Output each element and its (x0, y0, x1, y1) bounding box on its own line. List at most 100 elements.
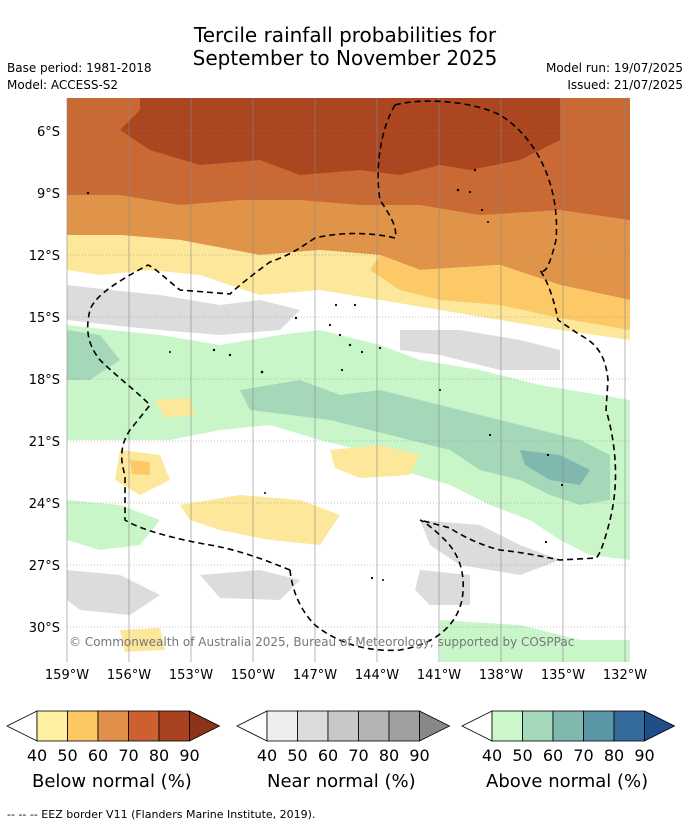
lat-label: 15°S (29, 311, 60, 326)
lon-label: 159°W (45, 668, 89, 683)
legend-near-swatch (388, 710, 420, 742)
lat-label: 24°S (29, 497, 60, 512)
legend-below-normal: 40 50 60 70 80 90 (6, 710, 221, 765)
probability-fill (67, 98, 630, 662)
legend-near-tick-label: 90 (409, 746, 429, 765)
model-name: Model: ACCESS-S2 (7, 78, 119, 92)
base-period: Base period: 1981-2018 (7, 61, 152, 75)
legend-below-label: Below normal (%) (32, 771, 192, 792)
legend-below-swatch (67, 710, 99, 742)
legend-below-swatch (97, 710, 129, 742)
legend-near-tick-label: 40 (257, 746, 277, 765)
meridians (66, 98, 626, 662)
below-normal-patch-north-west (155, 398, 195, 418)
legend-above-tick-label: 90 (634, 746, 654, 765)
lat-label: 21°S (29, 435, 60, 450)
above-normal-region-southwest (67, 500, 160, 550)
legend-near-tick-label: 80 (379, 746, 399, 765)
eez-border (86, 100, 617, 652)
longitude-labels: 159°W 156°W 153°W 150°W 147°W 144°W 141°… (45, 668, 647, 683)
legend-below-tick-label: 70 (118, 746, 138, 765)
near-normal-region-east (400, 330, 560, 370)
legend-below-tick-label: 50 (57, 746, 77, 765)
island-markers (86, 168, 564, 581)
above-normal-40-region (67, 325, 630, 560)
legend-below-swatch (128, 710, 160, 742)
legend-above-swatch (583, 710, 615, 742)
below-normal-patch-west-center (130, 460, 150, 475)
eez-footnote: -- -- -- EEZ border V11 (Flanders Marine… (7, 808, 316, 821)
above-normal-50-region (67, 330, 610, 505)
eez-border-north (394, 100, 617, 561)
below-normal-80-region (120, 98, 560, 175)
legend-near-normal: 40 50 60 70 80 90 (236, 710, 451, 765)
lat-label: 30°S (29, 621, 60, 636)
legend-above-tick-label: 50 (512, 746, 532, 765)
legend-near-swatch (266, 710, 298, 742)
lat-label: 27°S (29, 559, 60, 574)
below-normal-50-band (370, 255, 630, 330)
legend-above-label: Above normal (%) (486, 771, 649, 792)
below-normal-patch-south (180, 495, 340, 545)
meta-right: Model run: 19/07/2025 Issued: 21/07/2025 (546, 60, 683, 94)
legend-above-tick-label: 60 (543, 746, 563, 765)
near-normal-region-southwest (67, 570, 160, 615)
legend-above-swatch (491, 710, 523, 742)
chart-title: Tercile rainfall probabilities for Septe… (0, 24, 690, 70)
legend-below-swatch (158, 710, 190, 742)
gridlines (67, 130, 630, 628)
above-normal-region-southeast (440, 620, 630, 662)
lon-label: 138°W (479, 668, 523, 683)
legend-near-tick-label: 50 (287, 746, 307, 765)
below-normal-patch-bottom (120, 628, 165, 652)
lon-label: 144°W (355, 668, 399, 683)
legend-above-swatch (613, 710, 645, 742)
lon-label: 150°W (231, 668, 275, 683)
near-normal-region-south (415, 570, 470, 605)
lon-label: 132°W (603, 668, 647, 683)
legend-near-tick-label: 60 (318, 746, 338, 765)
legend-near-tick-label: 70 (348, 746, 368, 765)
legend-below-low-extend (6, 710, 38, 742)
legend-above-swatch (522, 710, 554, 742)
legend-above-low-extend (461, 710, 493, 742)
legend-above-high-extend (644, 710, 676, 742)
legend-below-swatch (36, 710, 68, 742)
legend-below-tick-label: 60 (88, 746, 108, 765)
lon-label: 153°W (169, 668, 213, 683)
legend-above-normal: 40 50 60 70 80 90 (461, 710, 676, 765)
legend-below-tick-label: 40 (27, 746, 47, 765)
legend-below-high-extend (189, 710, 221, 742)
legend-near-label: Near normal (%) (267, 771, 416, 792)
legend-above-tick-label: 80 (604, 746, 624, 765)
below-normal-patch-central (330, 445, 420, 478)
title-line-1: Tercile rainfall probabilities for (193, 23, 497, 47)
lon-label: 135°W (541, 668, 585, 683)
legend-near-swatch (358, 710, 390, 742)
meta-left: Base period: 1981-2018 Model: ACCESS-S2 (7, 60, 152, 94)
lon-label: 141°W (417, 668, 461, 683)
legend-near-high-extend (419, 710, 451, 742)
legend-below-tick-label: 80 (149, 746, 169, 765)
near-normal-region-center (200, 570, 300, 600)
latitude-labels: 6°S 9°S 12°S 15°S 18°S 21°S 24°S 27°S 30… (29, 125, 60, 636)
title-line-2: September to November 2025 (192, 46, 498, 70)
lat-label: 6°S (37, 125, 60, 140)
legend-above-swatch (552, 710, 584, 742)
lat-label: 12°S (29, 249, 60, 264)
issued-date: Issued: 21/07/2025 (567, 78, 683, 92)
legend-above-tick-label: 70 (573, 746, 593, 765)
below-normal-40-band (67, 235, 630, 340)
above-normal-60-region (520, 450, 590, 485)
legend-near-swatch (327, 710, 359, 742)
legend-near-low-extend (236, 710, 268, 742)
model-run: Model run: 19/07/2025 (545, 61, 683, 75)
lon-label: 156°W (107, 668, 151, 683)
legend-near-swatch (297, 710, 329, 742)
lat-label: 18°S (29, 373, 60, 388)
lat-label: 9°S (37, 187, 60, 202)
eez-border-south (289, 519, 464, 652)
copyright-notice: © Commonwealth of Australia 2025, Bureau… (69, 635, 574, 649)
legend-above-tick-label: 40 (482, 746, 502, 765)
